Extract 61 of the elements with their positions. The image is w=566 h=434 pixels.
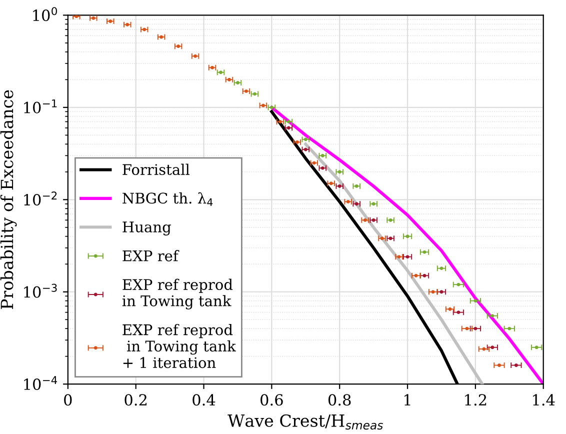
point: [440, 266, 444, 270]
point: [295, 140, 299, 144]
x-tick-label: 0.8: [328, 394, 351, 406]
point: [508, 326, 512, 330]
point: [194, 54, 198, 58]
point: [440, 290, 444, 294]
point: [482, 347, 486, 351]
point: [304, 138, 308, 142]
x-tick-label: 0.4: [192, 394, 216, 406]
y-tick-label: 10$^{0}$: [33, 7, 57, 22]
x-axis-title: Wave Crest/H$_{smeas}$: [228, 414, 383, 430]
y-tick-label: 10$^{−3}$: [24, 284, 57, 298]
point: [414, 274, 418, 278]
point: [490, 314, 494, 318]
point: [474, 299, 478, 303]
legend-label: Huang: [122, 222, 171, 236]
legend-label: Forristall: [122, 164, 190, 176]
point: [261, 104, 265, 108]
point: [270, 106, 274, 110]
point: [448, 307, 452, 311]
line-series: [304, 142, 484, 384]
legend-label: EXP ref reprod in Towing tank + 1 iteration: [122, 324, 236, 368]
point: [431, 290, 435, 294]
point: [176, 44, 180, 48]
point: [244, 89, 248, 93]
point: [227, 78, 231, 82]
line-series: [270, 106, 544, 384]
point: [497, 364, 501, 367]
point: [456, 282, 460, 286]
point: [514, 364, 518, 367]
point: [422, 250, 426, 254]
x-tick-label: 1.2: [465, 394, 486, 406]
point: [126, 22, 130, 26]
point: [490, 346, 494, 350]
point: [406, 234, 410, 238]
legend-label: EXP ref: [122, 250, 180, 262]
point: [160, 35, 164, 39]
legend-label: EXP ref reprod in Towing tank: [122, 278, 233, 310]
point: [210, 66, 214, 70]
x-tick-label: 0.2: [124, 394, 146, 406]
point: [534, 346, 538, 350]
legend-label: NBGC th. λ$_{4}$: [122, 192, 213, 206]
point: [286, 120, 290, 124]
point: [278, 120, 282, 124]
x-tick-label: 0.6: [260, 394, 283, 406]
point: [252, 92, 256, 96]
x-tick-label: 1: [404, 394, 410, 406]
point: [286, 126, 290, 130]
point: [406, 255, 410, 259]
point: [142, 28, 146, 32]
point: [456, 310, 460, 314]
point: [236, 81, 240, 85]
point: [219, 70, 222, 74]
y-axis-title: Probability of Exceedance: [0, 90, 17, 309]
y-tick-label: 10$^{−2}$: [24, 192, 57, 206]
point: [422, 274, 426, 278]
x-tick-label: 0: [64, 394, 72, 406]
x-tick-label: 1.4: [533, 394, 555, 406]
y-tick-label: 10$^{−4}$: [24, 376, 58, 390]
point: [304, 148, 308, 152]
y-tick-label: 10$^{−1}$: [24, 99, 57, 114]
